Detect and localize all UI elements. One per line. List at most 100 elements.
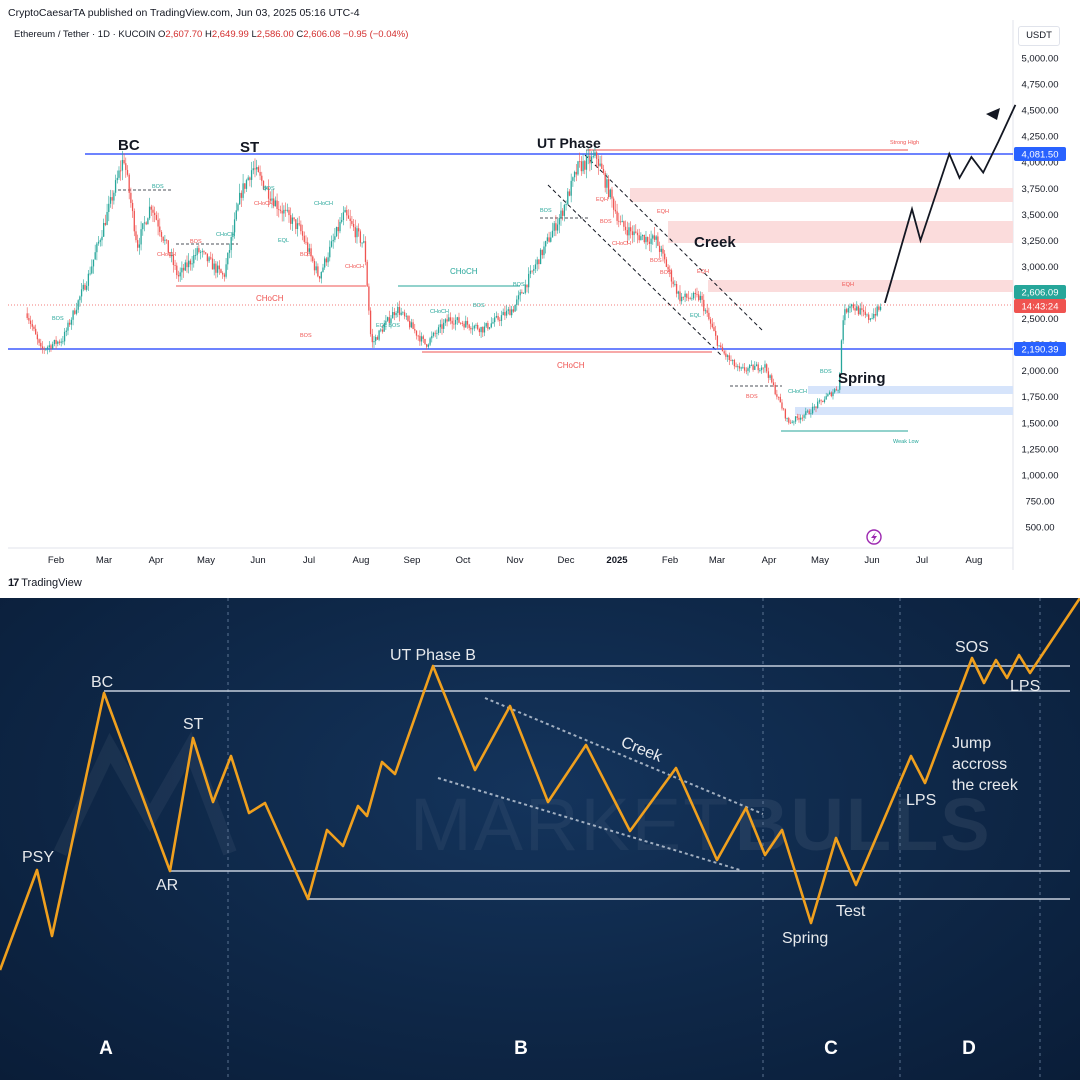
candle-body (378, 330, 380, 340)
candle-body (505, 310, 508, 316)
candle-body (556, 224, 559, 231)
candle-body (420, 336, 423, 342)
currency-button[interactable]: USDT (1018, 26, 1060, 46)
candle-body (213, 263, 215, 270)
lightning-icon-bolt (871, 532, 877, 543)
spring-label: Spring (838, 370, 886, 387)
candle-body (665, 259, 668, 267)
time-tick-label: 2025 (606, 555, 628, 566)
candle-body (264, 188, 266, 190)
candle-body (611, 189, 613, 199)
choch-label: CHoCH (612, 241, 631, 247)
psy-label: PSY (22, 849, 54, 866)
candle-body (114, 180, 117, 193)
candle-body (99, 240, 101, 242)
price-tick-label: 4,000.00 (1022, 158, 1059, 169)
candle-body (147, 218, 149, 225)
candle-body (488, 327, 491, 329)
candle-body (485, 323, 487, 327)
candle-body (60, 341, 62, 343)
eql-label: EQL (278, 238, 289, 244)
eql-bos-label: EQL BOS (376, 323, 400, 329)
candle-body (869, 318, 872, 320)
candle-body (72, 310, 74, 320)
candle-body (534, 264, 537, 270)
candle-body (31, 324, 33, 327)
candle-body (749, 365, 751, 369)
choch-label: CHoCH (256, 294, 284, 303)
candle-body (509, 309, 511, 316)
last-price-badge (1014, 285, 1066, 299)
candlestick-chart[interactable]: BC ST UT Phase Creek Spring Strong High … (0, 0, 1080, 598)
candle-body (196, 248, 198, 256)
price-tick-label: 5,000.00 (1022, 54, 1059, 65)
candle-body (718, 345, 720, 347)
candle-body (616, 211, 618, 221)
eqh-label: EQH (842, 282, 854, 288)
candle-body (91, 266, 93, 274)
candle-body (737, 366, 739, 368)
candle-body (116, 177, 118, 181)
time-tick-label: Mar (709, 555, 725, 566)
candle-body (426, 344, 428, 347)
candle-body (177, 275, 180, 277)
candle-body (684, 293, 686, 298)
candle-body (111, 197, 113, 201)
candle-body (626, 230, 628, 236)
candle-body (283, 209, 285, 214)
bos-label: BOS (540, 208, 552, 214)
candle-body (419, 335, 421, 342)
candle-body (443, 322, 445, 329)
candle-body (225, 264, 227, 277)
high-value: 2,649.99 (211, 29, 249, 40)
tradingview-logo[interactable]: 17 TradingView (8, 577, 82, 589)
candle-body (636, 232, 639, 236)
candle-body (735, 366, 737, 368)
candle-body (223, 274, 226, 277)
candle-body (329, 246, 331, 258)
candle-body (162, 236, 164, 241)
candle-body (152, 209, 154, 213)
candle-body (109, 197, 112, 204)
bos-label: BOS (300, 333, 312, 339)
candle-body (482, 326, 484, 333)
candle-body (709, 319, 712, 324)
candle-body (199, 252, 202, 253)
candle-body (570, 180, 572, 196)
lightning-icon[interactable] (866, 529, 882, 545)
candle-body (786, 418, 788, 419)
candle-body (62, 341, 64, 343)
candle-body (781, 402, 783, 409)
candle-body (155, 215, 158, 220)
open-value: 2,607.70 (165, 29, 203, 40)
bc-label: BC (118, 137, 140, 154)
bc-label: BC (91, 674, 113, 691)
candle-body (167, 240, 169, 253)
candle-body (502, 312, 504, 316)
supply-zone (708, 280, 1013, 292)
projection-path (884, 104, 1017, 304)
candle-body (480, 326, 482, 333)
creek-label: Creek (694, 234, 736, 251)
time-tick-label: Jul (303, 555, 315, 566)
candle-body (48, 345, 50, 348)
jump-label-line3: the creek (952, 777, 1019, 794)
candle-body (592, 155, 594, 157)
candle-body (194, 255, 197, 256)
candle-body (832, 392, 834, 397)
range-high-badge (1014, 147, 1066, 161)
time-tick-label: Sep (404, 555, 421, 566)
candle-body (827, 394, 829, 397)
candle-body (721, 347, 724, 352)
candle-body (514, 305, 516, 312)
sos-label: SOS (955, 639, 989, 656)
candle-body (65, 330, 67, 332)
st-label: ST (183, 716, 204, 733)
candle-body (553, 223, 555, 231)
open-label: O (157, 29, 166, 40)
creek-label: Creek (619, 734, 666, 766)
candle-body (521, 292, 523, 294)
candle-body (412, 322, 414, 330)
candle-body (874, 314, 877, 316)
candle-body (837, 389, 839, 391)
